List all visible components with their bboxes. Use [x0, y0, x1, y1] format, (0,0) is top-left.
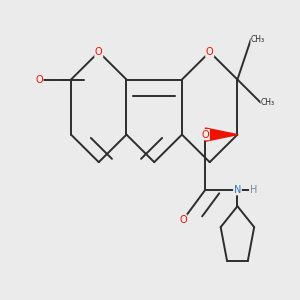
Text: N: N: [234, 185, 241, 195]
Text: O: O: [179, 215, 187, 225]
Polygon shape: [206, 128, 237, 141]
Text: O: O: [206, 47, 214, 57]
Text: O: O: [95, 47, 103, 57]
Text: CH₃: CH₃: [261, 98, 275, 107]
Text: H: H: [250, 185, 257, 195]
Text: CH₃: CH₃: [251, 34, 265, 43]
Text: O: O: [202, 130, 209, 140]
Text: O: O: [35, 74, 43, 85]
